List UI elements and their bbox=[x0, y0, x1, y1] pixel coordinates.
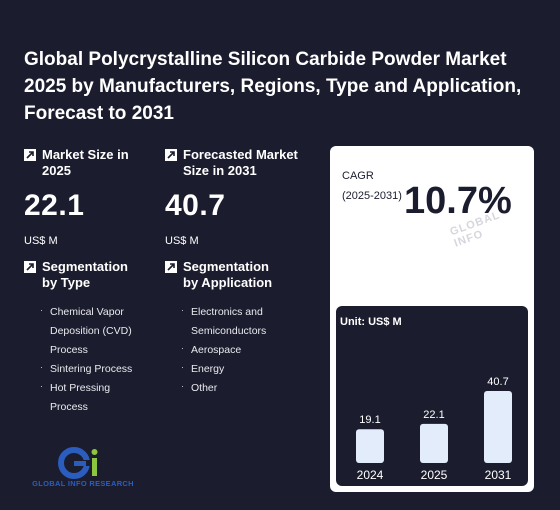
market-chart: Unit: US$ M 19.1 2024 22.1 2025 40.7 2031 bbox=[336, 306, 528, 486]
x-tick-label: 2024 bbox=[357, 468, 384, 482]
x-tick-label: 2025 bbox=[421, 468, 448, 482]
segmentation-type-list: · Chemical Vapor Deposition (CVD) Process… bbox=[40, 303, 164, 417]
list-item: · Electronics and Semiconductors bbox=[181, 305, 267, 337]
chart-unit-label: Unit: US$ M bbox=[340, 316, 402, 328]
list-item: · Aerospace bbox=[181, 343, 242, 356]
x-tick-label: 2031 bbox=[485, 468, 512, 482]
bar-value-label: 22.1 bbox=[423, 409, 444, 421]
cagr-card: GLOBAL INFO CAGR (2025-2031) 10.7% Unit:… bbox=[330, 146, 534, 492]
market-size-block: Market Size in 2025 22.1 US$ M bbox=[24, 147, 144, 247]
list-item: · Sintering Process bbox=[40, 362, 133, 375]
cagr-label: CAGR (2025-2031) bbox=[342, 170, 402, 202]
forecast-size-label: Forecasted Market Size in 2031 bbox=[183, 147, 298, 178]
market-size-value: 22.1 bbox=[24, 189, 85, 222]
list-item: · Other bbox=[181, 381, 218, 394]
bar-2025 bbox=[420, 423, 448, 463]
arrow-up-right-icon bbox=[24, 149, 36, 161]
segmentation-application-list: · Electronics and Semiconductors · Aerospa… bbox=[181, 303, 315, 398]
list-item: · Hot Pressing Process bbox=[40, 381, 111, 413]
segmentation-application-label: Segmentation by Application bbox=[183, 259, 273, 290]
forecast-size-value: 40.7 bbox=[165, 189, 226, 222]
forecast-size-unit: US$ M bbox=[165, 235, 199, 247]
bar-2031 bbox=[484, 391, 512, 463]
market-size-label: Market Size in 2025 bbox=[42, 147, 129, 178]
segmentation-type-block: Segmentation by Type · Chemical Vapor Dep… bbox=[24, 259, 164, 417]
company-logo: GLOBAL INFO RESEARCH bbox=[24, 446, 142, 492]
bar-2024 bbox=[356, 429, 384, 463]
logo-text: GLOBAL INFO RESEARCH bbox=[32, 479, 134, 488]
segmentation-application-block: Segmentation by Application · Electronics… bbox=[165, 259, 315, 398]
list-item: · Energy bbox=[181, 362, 225, 375]
cagr-value: 10.7% bbox=[404, 180, 512, 222]
list-item: · Chemical Vapor Deposition (CVD) Process bbox=[40, 305, 132, 356]
arrow-up-right-icon bbox=[165, 261, 177, 273]
market-size-unit: US$ M bbox=[24, 235, 58, 247]
page-title: Global Polycrystalline Silicon Carbide P… bbox=[24, 49, 522, 124]
forecast-size-block: Forecasted Market Size in 2031 40.7 US$ … bbox=[165, 147, 315, 247]
bar-chart-svg: 19.1 2024 22.1 2025 40.7 2031 bbox=[356, 376, 512, 482]
bar-value-label: 40.7 bbox=[487, 376, 508, 388]
arrow-up-right-icon bbox=[24, 261, 36, 273]
logo-mark-icon bbox=[58, 447, 98, 479]
arrow-up-right-icon bbox=[165, 149, 177, 161]
segmentation-type-label: Segmentation by Type bbox=[42, 259, 128, 290]
bar-value-label: 19.1 bbox=[359, 414, 380, 426]
